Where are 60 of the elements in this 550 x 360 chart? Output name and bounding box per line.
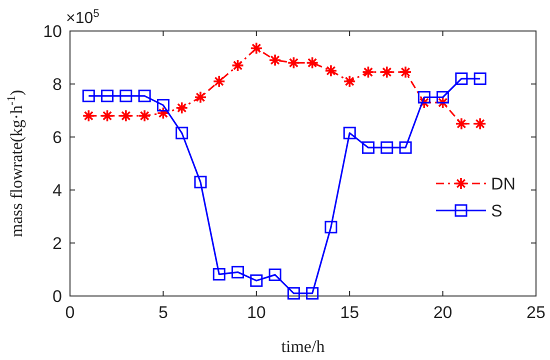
point (212, 74, 226, 88)
point (232, 266, 244, 278)
y-tick-label: 10 (43, 22, 62, 41)
point (176, 126, 188, 140)
point (343, 126, 356, 140)
point (436, 96, 450, 109)
x-tick-label: 5 (158, 303, 168, 322)
x-tick-label: 25 (526, 303, 546, 322)
x-tick-label: 15 (340, 303, 360, 322)
x-tick-label: 20 (433, 303, 452, 322)
point (362, 141, 374, 154)
point (455, 72, 468, 85)
point (418, 91, 430, 104)
point (474, 117, 486, 130)
point (418, 96, 431, 109)
point (306, 56, 319, 70)
x-tick-label: 10 (246, 303, 266, 322)
y-tick-label: 4 (52, 181, 62, 200)
y-tick-label: 0 (52, 287, 62, 306)
point (231, 59, 244, 72)
y-tick-label: 8 (52, 75, 62, 94)
y-tick-label: 6 (52, 128, 62, 147)
point (120, 90, 132, 102)
point (194, 90, 207, 104)
point (82, 109, 96, 122)
point (138, 90, 151, 102)
point (175, 101, 188, 114)
point (287, 287, 300, 300)
point (156, 106, 170, 120)
point (343, 74, 356, 88)
point (399, 66, 412, 78)
y-tick-label: 2 (52, 234, 62, 253)
point (120, 109, 132, 122)
text: ×10$^{5}$ (66, 8, 100, 27)
point (250, 42, 263, 55)
point (380, 66, 394, 78)
point (362, 66, 375, 78)
point (82, 90, 95, 102)
point (194, 176, 207, 188)
point (268, 268, 282, 282)
point (268, 54, 282, 67)
point (399, 141, 412, 154)
point (474, 72, 486, 85)
point (250, 274, 263, 287)
point (138, 109, 151, 122)
point (436, 91, 450, 104)
x-axis-title: time/h (281, 337, 326, 356)
point (324, 64, 338, 78)
legend-label: S (491, 202, 502, 220)
point (324, 220, 338, 234)
point (306, 287, 319, 300)
point (212, 268, 226, 281)
point (380, 141, 394, 154)
point (100, 109, 114, 122)
point (156, 98, 170, 112)
point (455, 117, 468, 130)
legend-label: DN (491, 174, 516, 194)
point (287, 56, 300, 70)
point (101, 90, 114, 102)
x-tick-label: 0 (65, 303, 75, 322)
